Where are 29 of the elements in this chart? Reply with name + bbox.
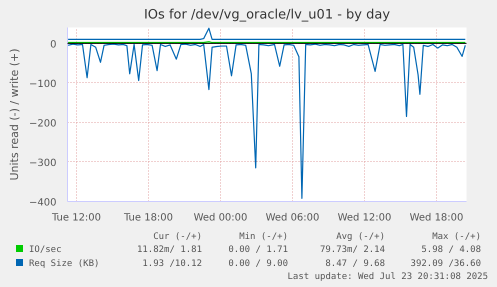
- legend-label: Req Size (KB): [28, 258, 100, 271]
- chart-title: IOs for /dev/vg_oracle/lv_u01 - by day: [144, 8, 390, 22]
- x-tick-label: Wed 00:00: [194, 212, 248, 224]
- text: Cur (-/+): [152, 231, 202, 243]
- y-axis-title: Units read (-) / write (+): [8, 48, 22, 181]
- text: Avg (-/+): [335, 231, 385, 243]
- x-tick-label: Tue 18:00: [122, 212, 174, 224]
- y-tick-label: −100: [29, 78, 57, 90]
- x-tick-label: Wed 12:00: [338, 212, 392, 224]
- text: Min (-/+): [238, 231, 288, 243]
- x-tick-label: Tue 12:00: [50, 212, 102, 224]
- x-tick-label: Wed 06:00: [266, 212, 320, 224]
- text: 5.98 / 4.08: [420, 244, 481, 257]
- text: 79.73m/ 2.14: [318, 244, 385, 257]
- text: 11.82m/ 1.81: [136, 244, 202, 257]
- text: 0.00 / 1.71: [227, 244, 288, 257]
- x-tick-label: Wed 18:00: [410, 212, 464, 224]
- legend-label: IO/sec: [28, 244, 63, 257]
- y-tick-label: −400: [29, 198, 57, 208]
- text: Max (-/+): [431, 231, 481, 243]
- y-tick-label: −200: [29, 118, 57, 130]
- text: Last update: Wed Jul 23 20:31:08 2025: [286, 271, 488, 283]
- text: 1.93 /10.12: [141, 258, 202, 271]
- text: 8.47 / 9.68: [324, 258, 385, 271]
- y-tick-label: 0: [50, 39, 57, 50]
- text: 392.09 /36.60: [410, 258, 481, 271]
- y-tick-label: −300: [29, 158, 57, 169]
- line-series: [68, 44, 466, 199]
- text: 0.00 / 9.00: [227, 258, 288, 271]
